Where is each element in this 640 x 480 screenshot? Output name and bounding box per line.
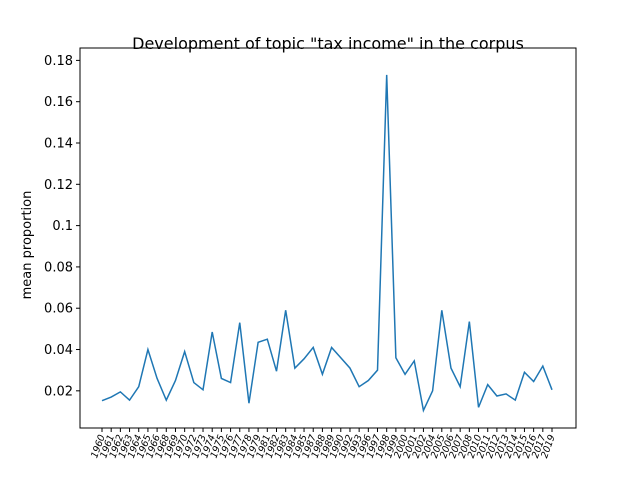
- y-tick-label: 0.14: [44, 137, 73, 152]
- y-tick-label: 0.1: [52, 219, 73, 234]
- y-axis-label: mean proportion: [20, 191, 35, 300]
- y-tick-label: 0.04: [44, 343, 73, 358]
- y-tick-label: 0.18: [44, 54, 73, 69]
- plot-frame: [79, 47, 577, 429]
- line-series: [101, 74, 553, 413]
- y-tick-label: 0.06: [44, 302, 73, 317]
- y-tick-label: 0.12: [44, 178, 73, 193]
- y-tick-label: 0.16: [44, 95, 73, 110]
- y-tick-label: 0.08: [44, 260, 73, 275]
- y-tick-label: 0.02: [44, 384, 73, 399]
- chart-title: Development of topic "tax income" in the…: [132, 34, 524, 53]
